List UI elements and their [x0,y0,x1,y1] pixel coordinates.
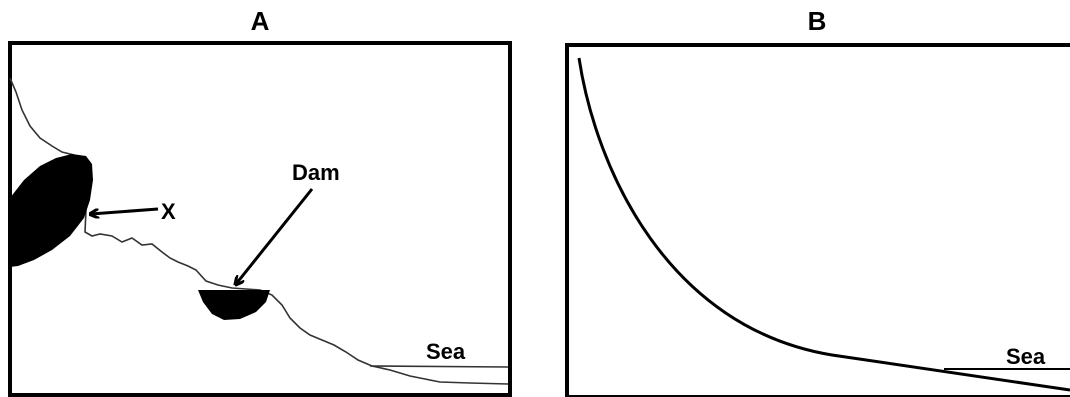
panel-a-x-label: X [161,199,176,224]
panel-b-title: B [807,6,827,36]
panel-a-title: A [250,6,270,36]
panel-a-dam-reservoir [198,290,270,320]
panel-a-x-arrow [91,207,159,214]
panel-a-rock-mass [10,154,93,267]
panel-a-sea-label: Sea [426,339,466,364]
panel-a-sea-surface-line [369,365,509,368]
panel-b-sea-label: Sea [1006,344,1046,369]
panel-a-dam-label: Dam [292,160,340,185]
panel-a-dam-arrow [236,188,314,284]
panel-b-frame [565,43,1070,397]
panel-a: X Dam Sea [8,41,512,397]
panel-b-profile-curve [577,57,1070,392]
panel-b: Sea [565,43,1070,397]
